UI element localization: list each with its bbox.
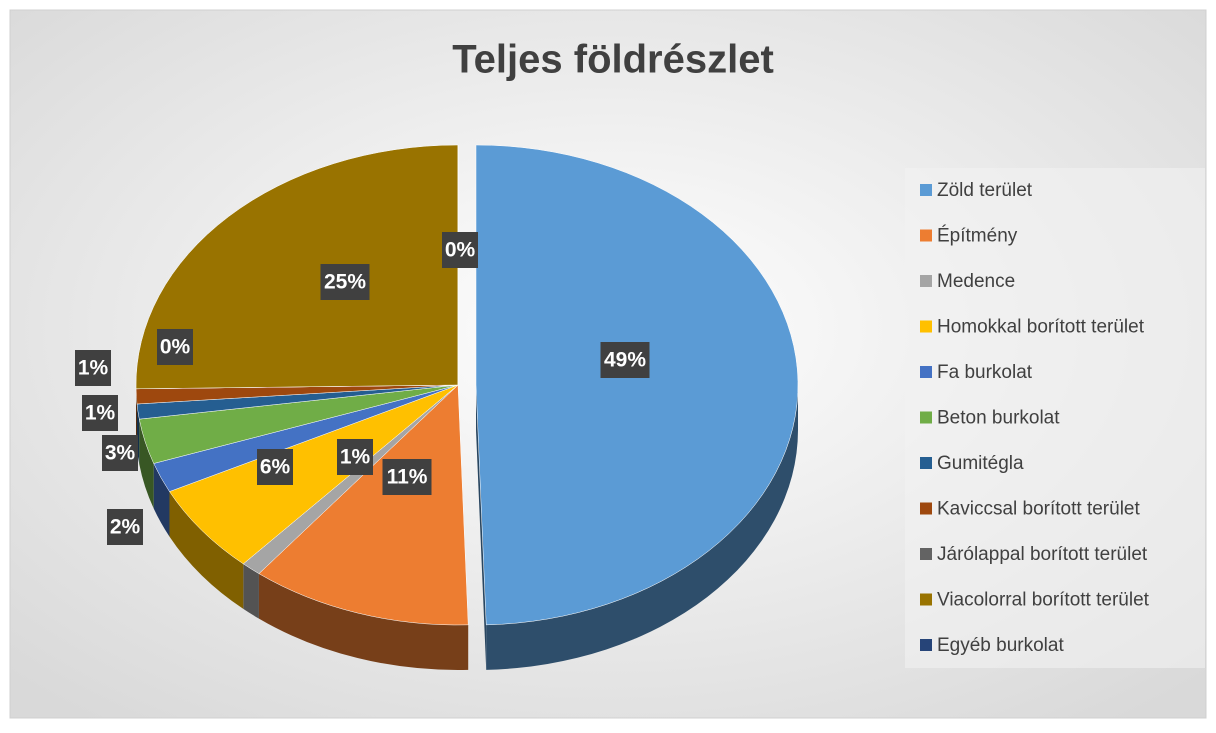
data-label-box [337, 439, 373, 475]
data-label: 49% [604, 349, 646, 372]
legend-swatch [920, 502, 932, 515]
data-label-box [102, 435, 138, 471]
legend-label: Kaviccsal borított terület [937, 499, 1140, 520]
slice-side [243, 563, 259, 619]
slice [135, 144, 459, 390]
slice [169, 384, 459, 565]
legend-label: Fa burkolat [937, 362, 1033, 383]
chart-title: Teljes földrészlet [452, 38, 774, 82]
slice-side [153, 463, 170, 537]
slice [258, 384, 469, 626]
legend-swatch [920, 366, 932, 378]
data-label: 25% [324, 271, 366, 294]
data-label: 6% [260, 456, 291, 479]
legend-label: Medence [937, 271, 1015, 292]
slice-side [169, 491, 244, 609]
data-label-box [257, 449, 293, 485]
legend-label: Beton burkolat [937, 408, 1060, 429]
data-label-box [600, 342, 650, 378]
legend-swatch [920, 457, 932, 469]
legend-swatch [920, 320, 932, 333]
data-label: 1% [78, 357, 109, 380]
legend-swatch [920, 548, 932, 560]
legend-label: Egyéb burkolat [937, 635, 1064, 656]
slice-cut-face [476, 385, 487, 670]
data-label-box [82, 395, 118, 431]
slice [475, 144, 799, 626]
data-label: 2% [110, 516, 141, 539]
data-label-box [382, 459, 432, 495]
data-label: 1% [85, 402, 116, 425]
data-label-box [75, 350, 111, 386]
slice-side [258, 573, 469, 670]
legend-swatch [920, 275, 932, 287]
legend-swatch [920, 411, 932, 424]
legend-label: Homokkal borított terület [937, 317, 1145, 338]
data-label-box [107, 509, 143, 545]
legend-swatch [920, 184, 932, 196]
slice-side [139, 419, 154, 509]
legend-label: Viacolorral borított terület [937, 590, 1150, 611]
legend-label: Építmény [937, 226, 1018, 247]
data-label-box [320, 264, 370, 300]
data-label-box [442, 232, 478, 268]
legend-swatch [920, 229, 932, 242]
data-label: 0% [445, 239, 476, 262]
data-label: 11% [387, 466, 428, 489]
data-label: 0% [160, 336, 191, 359]
legend-label: Gumitégla [937, 453, 1024, 474]
legend-box [905, 168, 1205, 668]
slice-side [486, 385, 798, 670]
data-label: 3% [105, 442, 136, 465]
legend-swatch [920, 593, 932, 606]
data-label: 1% [340, 446, 371, 469]
legend-swatch [920, 639, 932, 651]
legend-label: Zöld terület [937, 180, 1033, 201]
legend-label: Járólappal borított terület [937, 544, 1148, 565]
data-label-box [157, 329, 193, 365]
